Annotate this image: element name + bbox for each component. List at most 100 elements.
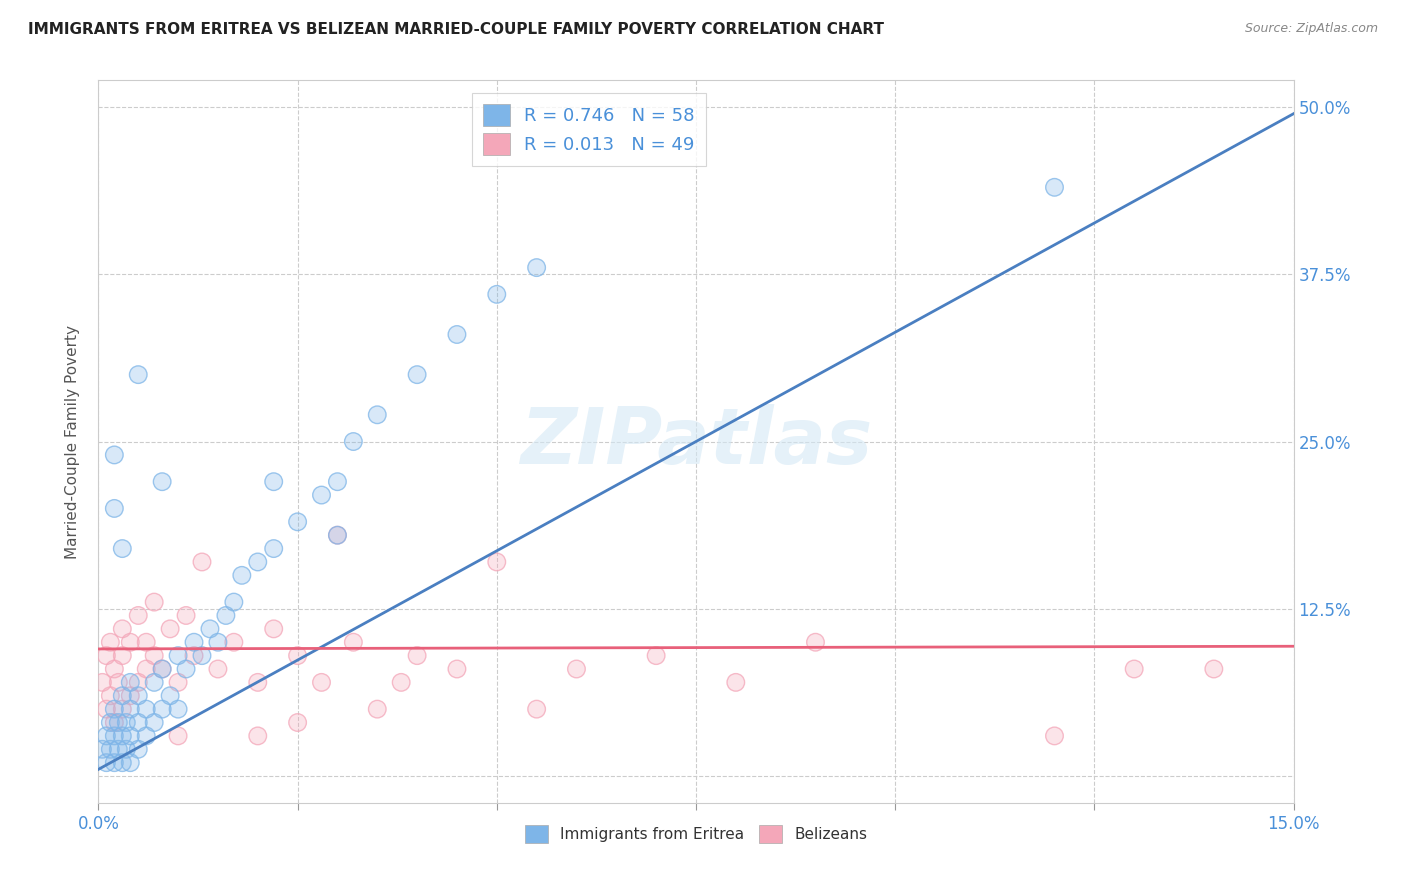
Point <box>222 595 245 609</box>
Point <box>143 648 166 663</box>
Point <box>287 648 309 663</box>
Point <box>98 689 122 703</box>
Point <box>1202 662 1225 676</box>
Point <box>246 675 269 690</box>
Point <box>183 648 205 663</box>
Point <box>174 662 197 676</box>
Point <box>150 475 173 489</box>
Point <box>326 475 349 489</box>
Point <box>103 715 125 730</box>
Point <box>107 675 129 690</box>
Point <box>115 715 138 730</box>
Point <box>207 635 229 649</box>
Point <box>111 756 134 770</box>
Point <box>167 648 190 663</box>
Point <box>111 702 134 716</box>
Point <box>446 662 468 676</box>
Point <box>120 702 142 716</box>
Point <box>342 635 364 649</box>
Point <box>526 702 548 716</box>
Point <box>183 635 205 649</box>
Point <box>111 648 134 663</box>
Point <box>107 715 129 730</box>
Point <box>150 662 173 676</box>
Point <box>724 675 747 690</box>
Point <box>135 662 157 676</box>
Point <box>150 475 173 489</box>
Point <box>263 541 285 556</box>
Point <box>98 635 122 649</box>
Point <box>150 662 173 676</box>
Point <box>159 622 181 636</box>
Point <box>222 635 245 649</box>
Point <box>111 689 134 703</box>
Point <box>98 635 122 649</box>
Point <box>406 368 429 382</box>
Point <box>111 689 134 703</box>
Point <box>111 541 134 556</box>
Point <box>389 675 412 690</box>
Point <box>804 635 827 649</box>
Point <box>135 635 157 649</box>
Point <box>215 608 238 623</box>
Point <box>111 622 134 636</box>
Point <box>222 595 245 609</box>
Point <box>103 756 125 770</box>
Point <box>246 555 269 569</box>
Point <box>311 675 333 690</box>
Point <box>287 715 309 730</box>
Point <box>96 756 118 770</box>
Point <box>366 702 388 716</box>
Point <box>127 715 149 730</box>
Point <box>191 648 214 663</box>
Point <box>96 756 118 770</box>
Point <box>645 648 668 663</box>
Point <box>120 756 142 770</box>
Point <box>111 541 134 556</box>
Point <box>485 555 508 569</box>
Point <box>167 648 190 663</box>
Point <box>115 715 138 730</box>
Point <box>174 662 197 676</box>
Point <box>143 715 166 730</box>
Point <box>120 702 142 716</box>
Point <box>191 648 214 663</box>
Point <box>103 501 125 516</box>
Point <box>263 475 285 489</box>
Point <box>246 675 269 690</box>
Point <box>446 662 468 676</box>
Point <box>326 528 349 542</box>
Point <box>198 622 221 636</box>
Point <box>159 622 181 636</box>
Point <box>98 689 122 703</box>
Point <box>446 327 468 342</box>
Point <box>1202 662 1225 676</box>
Point <box>103 662 125 676</box>
Point <box>135 729 157 743</box>
Point <box>1123 662 1146 676</box>
Point <box>120 689 142 703</box>
Point <box>120 635 142 649</box>
Point <box>326 528 349 542</box>
Point <box>91 675 114 690</box>
Point <box>120 635 142 649</box>
Point <box>91 742 114 756</box>
Point <box>111 702 134 716</box>
Point <box>311 488 333 502</box>
Point <box>135 729 157 743</box>
Point <box>111 622 134 636</box>
Point <box>127 742 149 756</box>
Point <box>150 702 173 716</box>
Point <box>127 368 149 382</box>
Point <box>103 729 125 743</box>
Point <box>191 555 214 569</box>
Text: IMMIGRANTS FROM ERITREA VS BELIZEAN MARRIED-COUPLE FAMILY POVERTY CORRELATION CH: IMMIGRANTS FROM ERITREA VS BELIZEAN MARR… <box>28 22 884 37</box>
Point <box>96 702 118 716</box>
Point <box>207 635 229 649</box>
Point <box>231 568 253 582</box>
Point <box>565 662 588 676</box>
Point <box>804 635 827 649</box>
Point <box>103 702 125 716</box>
Point <box>207 662 229 676</box>
Point <box>1123 662 1146 676</box>
